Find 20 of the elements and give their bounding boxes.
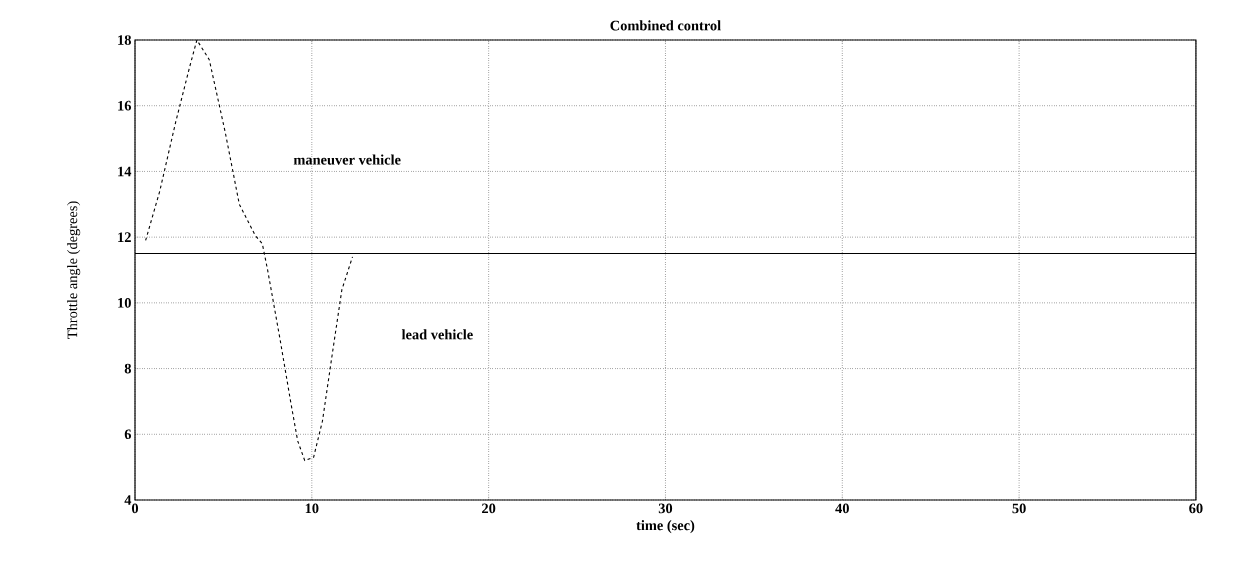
x-tick-label: 40 [835, 503, 849, 514]
y-tick-label: 12 [118, 232, 131, 242]
x-tick-label: 60 [1189, 503, 1203, 514]
y-axis-title: Throttle angle (degrees) [67, 201, 81, 339]
x-tick-label: 10 [305, 503, 319, 514]
x-tick-label: 20 [482, 503, 496, 514]
annotation: lead vehicle [401, 329, 473, 340]
y-tick-label: 14 [118, 166, 132, 177]
y-tick-label: 8 [124, 363, 131, 374]
y-tick-label: 18 [118, 35, 131, 45]
x-tick-label: 0 [131, 503, 139, 514]
x-tick-label: 50 [1012, 503, 1026, 514]
chart-title: Combined control [610, 20, 721, 31]
y-tick-label: 4 [124, 495, 132, 505]
y-tick-label: 6 [124, 429, 132, 440]
y-tick-label: 16 [118, 100, 132, 111]
y-tick-label: 10 [118, 297, 131, 308]
x-axis-title: time (sec) [636, 520, 695, 534]
annotation: maneuver vehicle [293, 154, 401, 165]
x-tick-label: 30 [658, 503, 673, 514]
